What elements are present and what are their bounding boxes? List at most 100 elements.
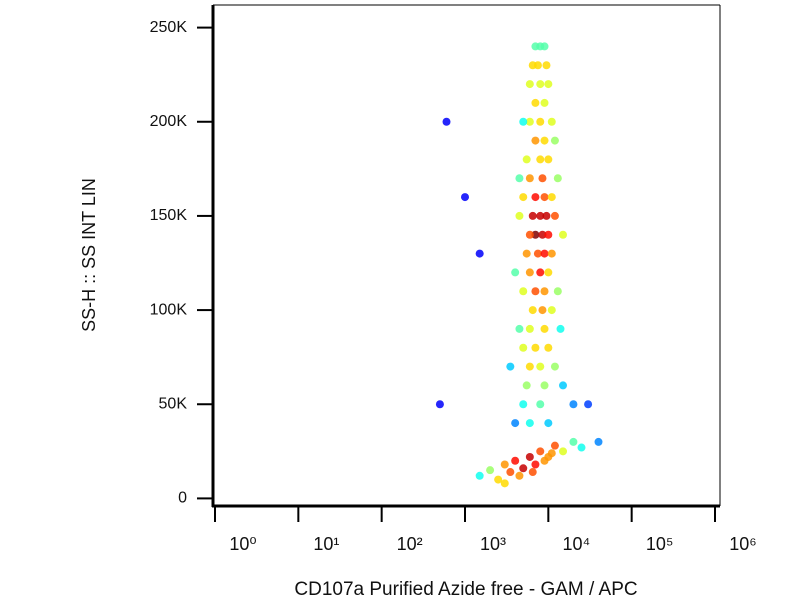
y-tick-label: 200K (150, 113, 188, 130)
event-point (525, 230, 534, 239)
x-tick-label: 10² (397, 534, 423, 554)
event-point (515, 324, 524, 333)
event-point (550, 211, 559, 220)
event-point (538, 174, 547, 183)
event-point (569, 400, 578, 409)
event-point (528, 211, 537, 220)
event-point (559, 230, 568, 239)
event-point (519, 193, 528, 202)
event-point (556, 324, 565, 333)
event-point (550, 136, 559, 145)
event-point (559, 447, 568, 456)
event-point (547, 449, 556, 458)
event-point (544, 230, 553, 239)
y-tick-label: 250K (150, 19, 188, 36)
event-point (540, 136, 549, 145)
event-point (544, 155, 553, 164)
event-point (525, 117, 534, 126)
event-point (528, 61, 537, 70)
event-point (519, 400, 528, 409)
y-tick-label: 150K (150, 207, 188, 224)
event-point (531, 98, 540, 107)
event-point (540, 381, 549, 390)
event-point (531, 343, 540, 352)
event-point (547, 117, 556, 126)
event-point (584, 400, 593, 409)
event-point (515, 211, 524, 220)
event-point (553, 287, 562, 296)
event-point (525, 324, 534, 333)
x-tick-label: 10³ (480, 534, 506, 554)
event-point (533, 249, 542, 258)
event-point (522, 155, 531, 164)
event-point (461, 193, 469, 202)
event-point (536, 447, 545, 456)
event-point (475, 249, 484, 258)
event-point (525, 174, 534, 183)
event-point (525, 452, 534, 461)
event-point (511, 419, 520, 428)
event-point (525, 362, 534, 371)
event-point (547, 249, 556, 258)
y-tick-label: 0 (178, 490, 187, 507)
event-point (531, 193, 540, 202)
event-point (531, 287, 540, 296)
event-point (536, 42, 545, 51)
event-point (500, 479, 509, 488)
event-point (528, 468, 537, 477)
event-point (540, 193, 549, 202)
event-point (506, 362, 515, 371)
event-point (519, 464, 528, 473)
event-point (544, 343, 553, 352)
event-point (536, 155, 545, 164)
event-point (525, 80, 534, 89)
event-point (540, 287, 549, 296)
y-tick-label: 100K (150, 301, 188, 318)
x-tick-label: 10¹ (313, 534, 339, 554)
x-tick-label: 10⁰ (229, 534, 256, 554)
event-point (486, 466, 495, 475)
event-point (506, 468, 515, 477)
event-point (559, 381, 568, 390)
event-point (536, 362, 545, 371)
event-point (569, 437, 578, 446)
event-point (550, 362, 559, 371)
event-point (442, 117, 451, 126)
event-point (531, 460, 540, 469)
event-point (577, 443, 586, 452)
event-point (519, 343, 528, 352)
event-point (544, 80, 553, 89)
event-point (594, 437, 603, 446)
event-point (531, 230, 540, 239)
event-point (536, 400, 545, 409)
event-point (542, 211, 551, 220)
event-point (547, 193, 556, 202)
event-point (536, 268, 545, 277)
event-point (500, 460, 509, 469)
event-point (435, 400, 444, 409)
event-point (522, 381, 531, 390)
event-point (475, 471, 484, 480)
event-point (536, 117, 545, 126)
event-point (494, 475, 503, 484)
event-point (511, 456, 520, 465)
y-axis-label: SS-H :: SS INT LIN (79, 178, 99, 332)
event-point (553, 174, 562, 183)
event-point (540, 249, 549, 258)
x-tick-label: 10⁵ (646, 534, 673, 554)
event-point (550, 441, 559, 450)
event-point (531, 136, 540, 145)
event-point (536, 80, 545, 89)
event-point (511, 268, 520, 277)
event-point (522, 249, 531, 258)
event-point (544, 268, 553, 277)
event-point (540, 98, 549, 107)
event-point (538, 230, 547, 239)
x-tick-label: 10⁶ (729, 534, 756, 554)
event-point (525, 419, 534, 428)
event-point (515, 471, 524, 480)
event-point (538, 306, 547, 315)
event-point (540, 324, 549, 333)
x-axis-label: CD107a Purified Azide free - GAM / APC (294, 579, 637, 600)
